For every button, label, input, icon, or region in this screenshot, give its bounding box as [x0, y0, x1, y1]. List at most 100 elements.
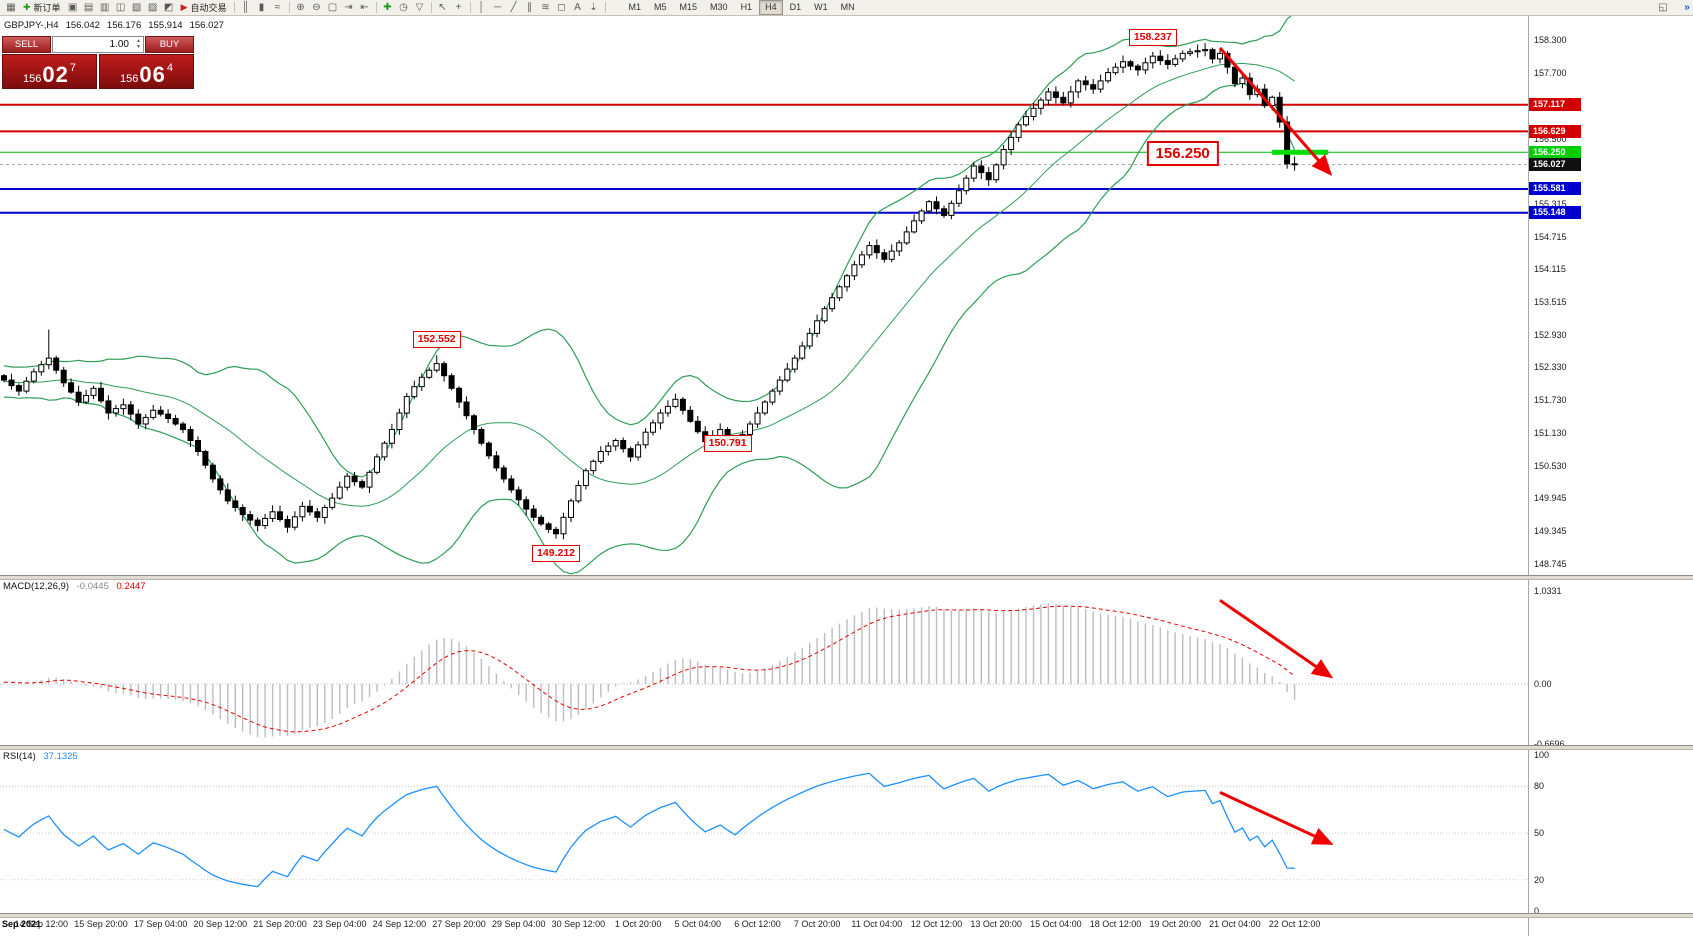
volume-down-icon[interactable]: ▼ — [136, 44, 141, 50]
rsi-scale-label: 100 — [1534, 750, 1550, 760]
zoom-in-icon[interactable]: ⊕ — [296, 2, 305, 13]
sell-price-display[interactable]: 156 02 7 — [2, 54, 97, 89]
price-level-badge: 155.148 — [1529, 206, 1581, 220]
vertical-line-icon[interactable]: │ — [478, 2, 485, 13]
time-axis-label: 24 Sep 12:00 — [372, 919, 427, 929]
new-chart-icon[interactable]: ▦ — [6, 2, 16, 13]
time-axis-label: 29 Sep 04:00 — [491, 919, 546, 929]
sell-price-pip: 7 — [69, 62, 76, 74]
new-order-button-label: 新订单 — [33, 3, 61, 13]
volume-stepper[interactable]: ▲ ▼ — [136, 38, 141, 50]
line-chart-icon[interactable]: ≈ — [274, 2, 281, 13]
new-order-button[interactable]: ✚ 新订单 — [19, 1, 65, 14]
pane-separator[interactable] — [0, 913, 1693, 918]
arrows-icon[interactable]: ⇣ — [589, 2, 598, 13]
time-axis-label: 15 Sep 20:00 — [74, 919, 128, 929]
profiles-icon[interactable]: ▤ — [83, 2, 94, 13]
y-axis-label: 148.745 — [1534, 559, 1567, 570]
y-axis-label: 154.715 — [1534, 231, 1567, 242]
y-axis-label: 153.515 — [1534, 297, 1567, 308]
timeframe-toolbar: M1 M5 M15 M30 H1 H4 D1 W1 MN — [623, 0, 861, 15]
market-watch-icon[interactable]: ▥ — [99, 2, 110, 13]
time-axis-label: 15 Oct 04:00 — [1030, 919, 1082, 929]
volume-up-icon[interactable]: ▲ — [136, 38, 141, 44]
toolbar-separator — [375, 2, 377, 13]
crosshair-icon[interactable]: + — [455, 2, 462, 13]
auto-trading-button[interactable]: ▶ 自动交易 — [177, 1, 231, 14]
toolbar-separator — [233, 2, 235, 13]
green-support-segment[interactable] — [1272, 149, 1329, 155]
time-axis-label: 5 Oct 04:00 — [674, 919, 722, 929]
periods-icon[interactable]: ◷ — [399, 2, 408, 13]
buy-button[interactable]: BUY — [145, 36, 194, 53]
time-axis-label: 21 Oct 04:00 — [1209, 919, 1261, 929]
navigator-icon[interactable]: ▧ — [131, 2, 142, 13]
time-axis-label: 13 Oct 20:00 — [970, 919, 1022, 929]
toolbar-separator — [288, 2, 290, 13]
sell-button[interactable]: SELL — [2, 36, 51, 53]
y-axis-label: 156.500 — [1534, 133, 1567, 144]
open-value: 156.042 — [65, 20, 100, 31]
timeframe-button-m30[interactable]: M30 — [710, 2, 728, 12]
pane-separator[interactable] — [0, 575, 1693, 580]
timeframe-button-h1[interactable]: H1 — [740, 2, 753, 12]
shapes-icon[interactable]: ◻ — [557, 2, 566, 13]
buy-price-big: 06 — [139, 62, 166, 87]
bollinger-bands — [3, 12, 1296, 575]
chart-shift-icon[interactable]: ⇤ — [360, 2, 369, 13]
timeframe-button-m1[interactable]: M1 — [628, 2, 642, 12]
templates-icon[interactable]: ▽ — [415, 2, 424, 13]
bar-chart-icon[interactable]: ║ — [241, 2, 250, 13]
timeframe-button-h4[interactable]: H4 — [759, 0, 783, 15]
tile-windows-icon[interactable]: ▢ — [327, 2, 338, 13]
strategy-tester-icon[interactable]: ◩ — [163, 2, 174, 13]
time-axis-label: 14 Sep 12:00 — [14, 919, 69, 929]
toolbar-overflow-icon[interactable]: » — [1684, 2, 1690, 13]
trendline-icon[interactable]: ╱ — [510, 2, 517, 13]
volume-value: 1.00 — [109, 39, 129, 50]
timeframe-button-m15[interactable]: M15 — [679, 2, 698, 12]
timeframe-button-w1[interactable]: W1 — [814, 2, 828, 12]
indicators-icon[interactable]: ✚ — [383, 2, 392, 13]
horizontal-line-icon[interactable]: ─ — [493, 2, 502, 13]
timeframe-button-m5[interactable]: M5 — [654, 2, 667, 12]
macd-scale-label: 1.0331 — [1534, 586, 1562, 597]
time-axis-label: 22 Oct 12:00 — [1268, 919, 1321, 929]
y-axis-label: 154.115 — [1534, 264, 1566, 275]
price-axis[interactable]: 158.300 157.700 156.500 155.315 154.715 154.1… — [1528, 15, 1693, 936]
y-axis-label: 152.330 — [1534, 362, 1567, 373]
time-axis-label: 19 Oct 20:00 — [1149, 919, 1201, 929]
candle-chart-icon[interactable]: ▮ — [258, 2, 265, 13]
symbol-period-label: GBPJPY-,H4 — [4, 20, 59, 31]
buy-price-prefix: 156 — [120, 73, 139, 85]
dock-window-icon[interactable]: ◱ — [1658, 2, 1668, 13]
pane-separator[interactable] — [0, 745, 1693, 750]
timeframe-button-d1[interactable]: D1 — [789, 2, 802, 12]
current-price-badge: 156.027 — [1529, 157, 1581, 171]
text-icon[interactable]: A — [574, 2, 581, 13]
chart-window-icon[interactable]: ▣ — [67, 2, 78, 13]
terminal-icon[interactable]: ▨ — [147, 2, 158, 13]
volume-input[interactable]: 1.00 ▲ ▼ — [52, 36, 144, 53]
rsi-indicator — [0, 772, 1528, 888]
horizontal-level-lines[interactable] — [0, 103, 1528, 214]
buy-price-display[interactable]: 156 06 4 — [99, 54, 194, 89]
channel-icon[interactable]: ∥ — [527, 2, 532, 13]
rsi-value: 37.1325 — [43, 751, 78, 762]
y-axis-label: 150.530 — [1534, 461, 1567, 472]
data-window-icon[interactable]: ◫ — [115, 2, 126, 13]
price-level-badge: 156.629 — [1529, 124, 1581, 138]
auto-scroll-icon[interactable]: ⇥ — [344, 2, 353, 13]
time-axis-label: 27 Sep 20:00 — [432, 919, 486, 929]
buy-price-pip: 4 — [166, 62, 173, 74]
zoom-out-icon[interactable]: ⊖ — [312, 2, 321, 13]
timeframe-button-mn[interactable]: MN — [840, 2, 855, 12]
cursor-icon[interactable]: ↖ — [438, 2, 447, 13]
auto-trading-icon: ▶ — [180, 2, 188, 12]
red-trend-arrows[interactable] — [1218, 46, 1334, 845]
macd-name: MACD(12,26,9) — [3, 581, 69, 592]
macd-scale-label: 0.00 — [1534, 679, 1552, 689]
fibonacci-icon[interactable]: ≋ — [541, 2, 550, 13]
